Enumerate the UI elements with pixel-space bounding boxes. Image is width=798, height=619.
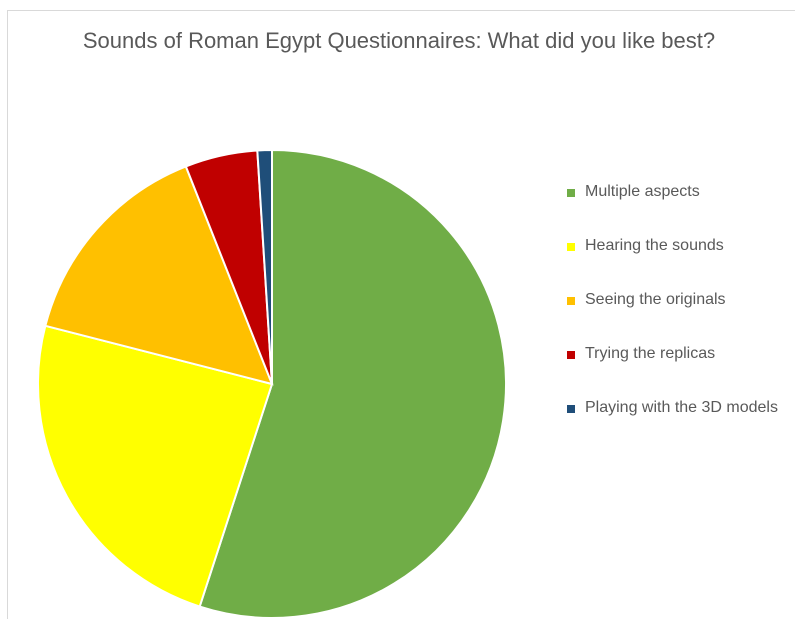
legend-item: Seeing the originals: [567, 288, 792, 312]
pie-slice-multiple-aspects: [198, 148, 507, 619]
legend: Multiple aspects Hearing the sounds Seeing…: [567, 180, 792, 450]
legend-label: Trying the replicas: [585, 345, 716, 362]
legend-swatch: [567, 405, 575, 413]
legend-swatch: [567, 189, 575, 197]
chart-title: Sounds of Roman Egypt Questionnaires: Wh…: [82, 28, 716, 53]
legend-label: Multiple aspects: [585, 183, 700, 200]
legend-item: Trying the replicas: [567, 342, 792, 366]
legend-label: Hearing the sounds: [585, 237, 724, 254]
legend-label: Seeing the originals: [585, 291, 726, 308]
legend-swatch: [567, 351, 575, 359]
pie-slice-seeing-the-originals: [44, 165, 274, 386]
pie-slice-playing-with-the-3d-models: [256, 148, 273, 385]
pie-slices: [37, 148, 507, 619]
legend-item: Hearing the sounds: [567, 234, 792, 258]
legend-item: Playing with the 3D models: [567, 396, 792, 420]
pie-slice-hearing-the-sounds: [37, 324, 274, 608]
legend-item: Multiple aspects: [567, 180, 792, 204]
legend-label: Playing with the 3D models: [585, 399, 778, 416]
legend-swatch: [567, 243, 575, 251]
legend-swatch: [567, 297, 575, 305]
